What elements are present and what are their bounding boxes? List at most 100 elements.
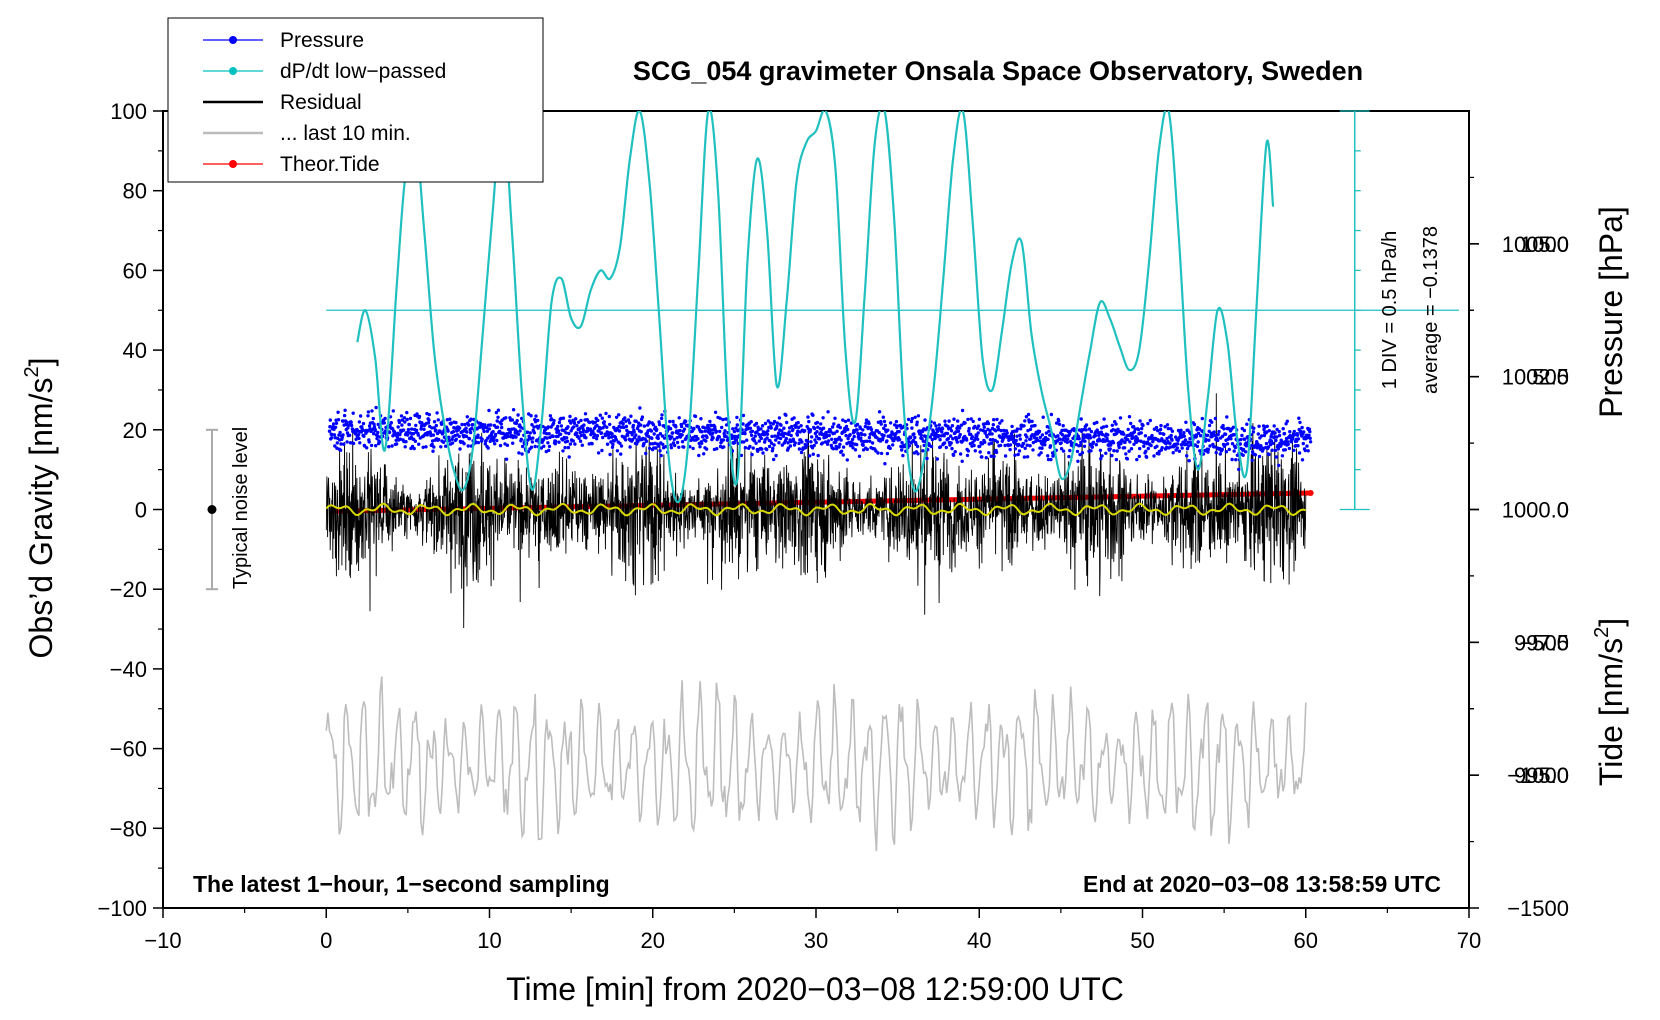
pressure-point: [699, 417, 703, 421]
pressure-point: [1274, 455, 1279, 459]
pressure-point: [499, 422, 503, 426]
pressure-point: [1230, 457, 1234, 462]
pressure-point: [1204, 437, 1208, 442]
pressure-point: [430, 442, 434, 446]
pressure-tick-label: 1000.0: [1502, 498, 1569, 523]
pressure-point: [782, 426, 786, 430]
pressure-point: [1149, 443, 1153, 448]
pressure-point: [372, 422, 376, 426]
pressure-point: [1126, 437, 1130, 442]
pressure-point: [656, 434, 660, 438]
pressure-point: [912, 432, 916, 436]
pressure-point: [915, 420, 919, 424]
pressure-point: [1253, 453, 1258, 457]
pressure-point: [812, 426, 817, 431]
pressure-point: [1267, 452, 1271, 457]
pressure-point: [831, 447, 836, 451]
pressure-point: [578, 430, 582, 435]
pressure-point: [636, 439, 640, 444]
pressure-point: [949, 429, 954, 433]
pressure-point: [1016, 452, 1020, 457]
pressure-point: [1257, 424, 1261, 428]
pressure-point: [476, 433, 480, 437]
pressure-point: [933, 436, 937, 441]
pressure-point: [813, 438, 817, 442]
pressure-point: [557, 440, 561, 444]
pressure-point: [1061, 424, 1065, 428]
pressure-point: [388, 415, 393, 419]
pressure-point: [697, 453, 701, 458]
pressure-point: [1123, 440, 1127, 445]
pressure-point: [1025, 455, 1030, 459]
pressure-point: [400, 423, 404, 427]
pressure-point: [1292, 448, 1296, 452]
pressure-point: [404, 440, 408, 444]
pressure-point: [1023, 446, 1027, 450]
pressure-point: [632, 430, 636, 434]
pressure-point: [1168, 441, 1172, 445]
pressure-point: [863, 433, 867, 437]
pressure-point: [552, 418, 556, 423]
pressure-point: [495, 425, 500, 429]
pressure-point: [1188, 437, 1192, 441]
pressure-point: [575, 424, 579, 428]
y-tick-label: 100: [110, 99, 147, 124]
pressure-point: [677, 445, 681, 449]
pressure-point: [816, 453, 820, 458]
pressure-point: [797, 447, 802, 451]
pressure-point: [855, 428, 859, 432]
pressure-point: [891, 443, 895, 447]
pressure-point: [844, 424, 849, 429]
pressure-point: [857, 454, 862, 458]
pressure-point: [1159, 423, 1163, 428]
pressure-point: [700, 430, 704, 434]
pressure-point: [935, 457, 939, 461]
pressure-point: [882, 433, 886, 438]
pressure-point: [792, 416, 796, 420]
pressure-point: [547, 444, 552, 449]
pressure-point: [679, 424, 684, 429]
pressure-point: [983, 429, 988, 434]
pressure-point: [561, 416, 566, 420]
pressure-point: [1079, 417, 1083, 421]
pressure-point: [868, 439, 872, 443]
pressure-point: [573, 442, 577, 446]
pressure-point: [1104, 451, 1108, 455]
pressure-point: [1116, 427, 1120, 431]
pressure-point: [463, 422, 467, 427]
pressure-point: [1265, 424, 1270, 428]
x-tick-label: 40: [967, 928, 991, 953]
noise-level-dot: [207, 505, 217, 514]
pressure-point: [1286, 442, 1290, 446]
pressure-point: [1114, 422, 1118, 426]
pressure-point: [357, 420, 362, 424]
pressure-point: [1241, 453, 1245, 457]
pressure-point: [1129, 421, 1133, 426]
pressure-point: [1146, 446, 1151, 451]
pressure-point: [762, 433, 766, 437]
pressure-point: [808, 428, 813, 432]
pressure-point: [1182, 434, 1187, 438]
pressure-point: [530, 440, 535, 444]
pressure-point: [972, 443, 976, 448]
pressure-point: [483, 423, 487, 427]
pressure-tick-label: 1002.5: [1502, 365, 1569, 390]
pressure-point: [994, 450, 999, 455]
pressure-point: [607, 436, 611, 440]
pressure-point: [638, 406, 642, 410]
pressure-point: [778, 436, 783, 441]
pressure-point: [593, 433, 597, 437]
pressure-point: [637, 435, 641, 439]
pressure-point: [809, 440, 813, 444]
pressure-point: [596, 451, 601, 455]
axes-layer: −10 0 10 20 30 40 50 60 70100806040200−20−40−60−…: [97, 99, 1569, 953]
pressure-point: [811, 452, 815, 456]
pressure-point: [1212, 430, 1216, 434]
series-layer: [325, 111, 1314, 852]
pressure-point: [564, 431, 568, 435]
pressure-point: [419, 427, 423, 431]
pressure-point: [763, 421, 768, 426]
x-tick-label: 0: [320, 928, 332, 953]
pressure-point: [796, 420, 800, 425]
